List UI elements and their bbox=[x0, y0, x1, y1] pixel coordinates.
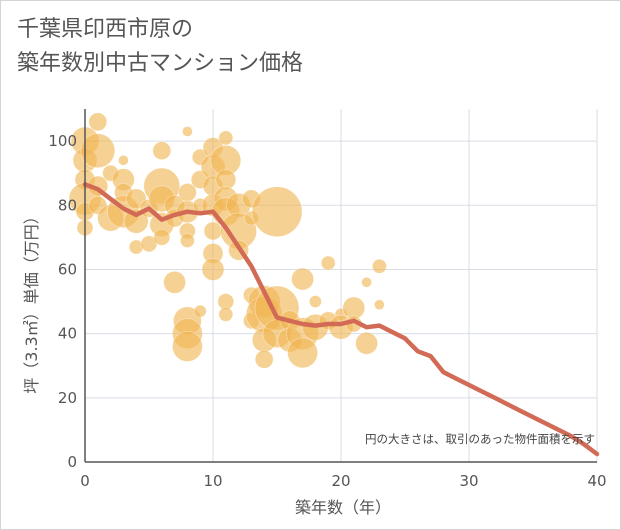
bubble-point bbox=[361, 276, 372, 288]
bubble-point bbox=[182, 126, 193, 137]
x-tick-label: 0 bbox=[80, 472, 90, 490]
chart-title: 千葉県印西市原の 築年数別中古マンション価格 bbox=[17, 13, 303, 81]
bubble-point bbox=[152, 141, 172, 161]
bubble-point bbox=[203, 221, 223, 241]
bubble-point bbox=[374, 299, 385, 311]
y-tick-label: 60 bbox=[58, 260, 77, 278]
bubble-point bbox=[251, 186, 303, 237]
chart-title-line2: 築年数別中古マンション価格 bbox=[17, 51, 304, 76]
bubble-point bbox=[201, 258, 225, 281]
bubble-point bbox=[355, 331, 378, 355]
bubble-point bbox=[123, 209, 149, 234]
bubble-point bbox=[320, 255, 336, 271]
y-tick-label: 20 bbox=[58, 389, 77, 407]
x-tick-label: 20 bbox=[331, 472, 350, 490]
bubble-point bbox=[372, 258, 387, 274]
bubble-point bbox=[118, 155, 129, 166]
bubble-point bbox=[218, 307, 234, 322]
y-tick-label: 0 bbox=[67, 453, 77, 471]
bubble-point bbox=[218, 130, 234, 146]
x-tick-label: 30 bbox=[459, 472, 478, 490]
bubble-point bbox=[291, 267, 314, 291]
bubble-point bbox=[193, 304, 207, 318]
y-tick-label: 80 bbox=[58, 196, 77, 214]
y-tick-label: 40 bbox=[58, 325, 77, 343]
axes bbox=[84, 109, 597, 463]
bubble-point bbox=[153, 229, 171, 246]
tick-labels: 0 20 40 60 80 100 0 10 20 30 40 bbox=[48, 132, 606, 490]
trend-line-layer bbox=[82, 182, 600, 457]
average-price-line bbox=[82, 182, 600, 457]
x-tick-label: 10 bbox=[203, 472, 222, 490]
chart-title-line1: 千葉県印西市原の bbox=[17, 17, 194, 42]
bubble-point bbox=[172, 331, 203, 362]
bubble-layer bbox=[68, 112, 387, 369]
bubble-point bbox=[180, 233, 195, 248]
bubble-point bbox=[163, 270, 186, 294]
bubble-point bbox=[254, 350, 274, 369]
bubble-point bbox=[309, 295, 322, 308]
bubble-point bbox=[88, 112, 108, 132]
x-tick-label: 40 bbox=[587, 472, 606, 490]
y-axis-label: 坪（3.3㎡）単価（万円） bbox=[22, 208, 41, 393]
bubble-point bbox=[287, 337, 318, 369]
bubble-point bbox=[80, 133, 116, 169]
x-axis-label: 築年数（年） bbox=[295, 498, 391, 517]
bubble-point bbox=[342, 296, 366, 320]
bubble-size-note: 円の大きさは、取引のあった物件面積を示す bbox=[365, 432, 595, 446]
y-tick-label: 100 bbox=[48, 132, 77, 150]
